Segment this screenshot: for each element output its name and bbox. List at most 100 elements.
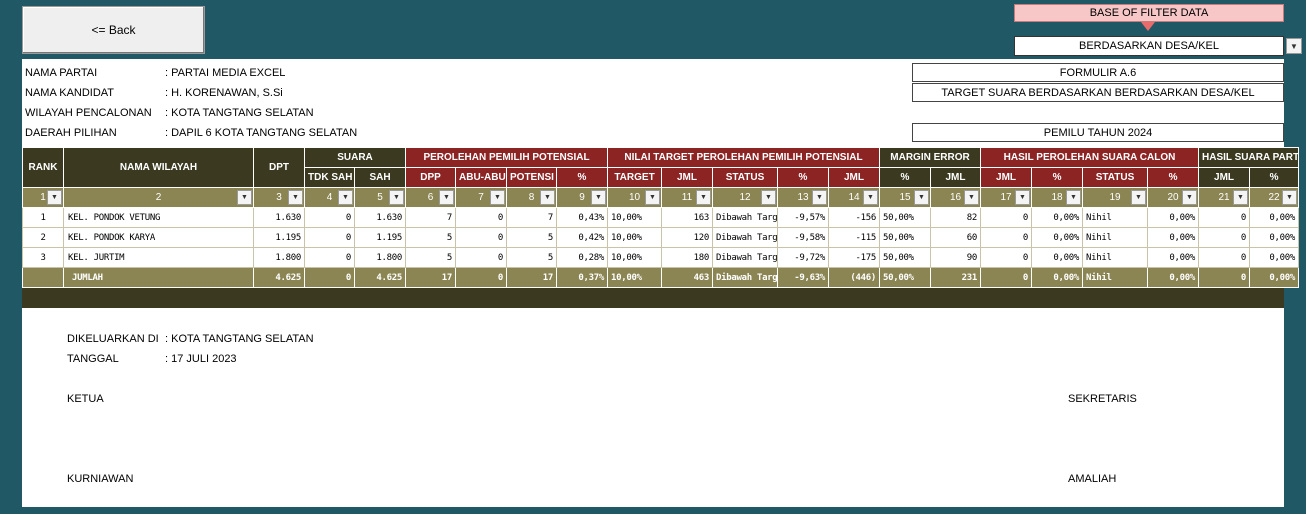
subheader-partai-jml: JML	[1198, 167, 1251, 188]
filter-dropdown-icon[interactable]: ▼	[1233, 190, 1249, 205]
table-row: 3 KEL. JURTIM 1.800 0 1.800 5 0 5 0,28% 10,00% 180…	[22, 247, 1300, 268]
table-cell: Nihil	[1082, 207, 1149, 228]
column-number: 7	[478, 192, 484, 203]
filter-dropdown-icon[interactable]: ▼	[645, 190, 660, 205]
column-number: 3	[276, 192, 282, 203]
filter-dropdown-icon[interactable]: ▼	[863, 190, 878, 205]
info-label-partai: NAMA PARTAI	[25, 67, 98, 79]
table-cell: 180	[661, 247, 713, 268]
table-cell: 0,00%	[1031, 267, 1084, 288]
table-cell: -9,58%	[777, 227, 829, 248]
column-number: 22	[1268, 192, 1280, 203]
column-number: 2	[155, 192, 162, 203]
table-cell: 0	[304, 247, 355, 268]
subheader-target: TARGET	[607, 167, 662, 188]
filter-active-icon[interactable]: ▼	[237, 190, 252, 205]
column-number: 12	[739, 192, 751, 203]
table-cell: 5	[405, 227, 456, 248]
filter-dropdown-icon[interactable]: ▼	[761, 190, 776, 205]
filter-dropdown-icon[interactable]: ▼	[591, 190, 606, 205]
filter-dropdown-icon[interactable]: ▼	[812, 190, 827, 205]
column-number: 5	[377, 192, 383, 203]
column-number-cell: 5 ▼	[354, 187, 406, 208]
table-cell: 5	[506, 247, 557, 268]
filter-dropdown-icon[interactable]: ▼	[696, 190, 711, 205]
table-cell: Dibawah Target	[712, 207, 778, 228]
column-number-cell: 20 ▼	[1147, 187, 1200, 208]
filter-dropdown-icon[interactable]: ▼	[1182, 190, 1198, 205]
subheader-tdk-sah: TDK SAH	[304, 167, 355, 188]
subheader-target-pct: %	[777, 167, 829, 188]
filter-dropdown-icon[interactable]: ▼	[389, 190, 404, 205]
subheader-target-jml: JML	[661, 167, 713, 188]
info-value-wilayah: : KOTA TANGTANG SELATAN	[165, 107, 314, 119]
column-number-cell: 12 ▼	[712, 187, 778, 208]
table-footer-band	[22, 288, 1284, 308]
column-number: 9	[579, 192, 585, 203]
column-number: 6	[427, 192, 434, 203]
table-cell: 0,00%	[1147, 227, 1200, 248]
table-cell: 0,28%	[556, 247, 608, 268]
form-title: FORMULIR A.6	[912, 63, 1284, 82]
back-button[interactable]: <= Back	[22, 6, 205, 54]
filter-dropdown-icon[interactable]: ▼	[1282, 190, 1298, 205]
table-cell: Nihil	[1082, 227, 1149, 248]
table-cell: -9,57%	[777, 207, 829, 228]
header-nilai-target: NILAI TARGET PEROLEHAN PEMILIH POTENSIAL	[607, 147, 880, 168]
filter-dropdown-icon[interactable]: ▼	[338, 190, 353, 205]
table-cell: 5	[405, 247, 456, 268]
table-cell: 0,00%	[1147, 267, 1200, 288]
date-label: TANGGAL	[67, 353, 119, 365]
table-cell: Nihil	[1082, 267, 1149, 288]
filter-dropdown-icon[interactable]: ▼	[1015, 190, 1031, 205]
table-cell: 0,42%	[556, 227, 608, 248]
table-cell: 1.195	[354, 227, 406, 248]
table-cell: 0	[455, 267, 507, 288]
table-cell: -9,72%	[777, 247, 829, 268]
table-cell: KEL. PONDOK KARYA	[63, 227, 254, 248]
subheader-potensi: POTENSI	[506, 167, 557, 188]
table-cell: 0	[304, 207, 355, 228]
column-number-row: 1 ▼ 2 ▼ 3 ▼ 4 ▼ 5 ▼ 6 ▼ 7 ▼ 8 ▼ 9 ▼ 10 ▼ 11 ▼ 12 ▼ 13 ▼ 14 ▼ 15 ▼ 16 ▼ 1…	[22, 187, 1300, 208]
filter-dropdown-icon[interactable]: ▼	[964, 190, 980, 205]
table-row: 2 KEL. PONDOK KARYA 1.195 0 1.195 5 0 5 0,42% 10,…	[22, 227, 1300, 248]
filter-dropdown-icon[interactable]: ▼	[1066, 190, 1082, 205]
column-number: 18	[1051, 192, 1063, 203]
column-number-cell: 18 ▼	[1031, 187, 1084, 208]
table-cell: 0	[304, 227, 355, 248]
column-number-cell: 3 ▼	[253, 187, 305, 208]
issued-label: DIKELUARKAN DI	[67, 333, 159, 345]
table-cell: 17	[506, 267, 557, 288]
table-cell: KEL. PONDOK VETUNG	[63, 207, 254, 228]
table-cell: Dibawah Target	[712, 227, 778, 248]
column-number-cell: 11 ▼	[661, 187, 713, 208]
filter-dropdown-icon[interactable]: ▼	[540, 190, 555, 205]
table-cell: 0	[980, 267, 1033, 288]
filter-dropdown-icon[interactable]: ▼	[439, 190, 454, 205]
table-cell: 0,00%	[1249, 267, 1300, 288]
subheader-partai-pct: %	[1249, 167, 1300, 188]
form-election-year: PEMILU TAHUN 2024	[912, 123, 1284, 142]
table-cell: 1.800	[253, 247, 305, 268]
table-cell: 0	[455, 247, 507, 268]
filter-dropdown-icon[interactable]: ▼	[1131, 190, 1147, 205]
filter-dropdown-icon[interactable]: ▼	[47, 190, 62, 205]
table-cell: 1.195	[253, 227, 305, 248]
subheader-calon-status: STATUS	[1082, 167, 1149, 188]
filter-dropdown-icon[interactable]: ▼	[914, 190, 929, 205]
filter-select[interactable]: BERDASARKAN DESA/KEL	[1014, 36, 1284, 56]
column-number-cell: 2 ▼	[63, 187, 254, 208]
table-cell: 4.625	[354, 267, 406, 288]
info-label-wilayah: WILAYAH PENCALONAN	[25, 107, 152, 119]
subheader-calon-pct: %	[1031, 167, 1084, 188]
chevron-down-icon[interactable]: ▼	[1286, 38, 1302, 54]
signature-name-right: AMALIAH	[1068, 473, 1117, 485]
column-number-cell: 7 ▼	[455, 187, 507, 208]
filter-base-label: BASE OF FILTER DATA	[1014, 4, 1284, 22]
filter-dropdown-icon[interactable]: ▼	[288, 190, 303, 205]
target-table: RANK NAMA WILAYAH DPT SUARA PEROLEHAN PE…	[22, 147, 1300, 288]
subheader-calon-jml: JML	[980, 167, 1033, 188]
filter-dropdown-icon[interactable]: ▼	[490, 190, 505, 205]
subheader-selisih-jml: JML	[828, 167, 880, 188]
table-cell: 1.630	[253, 207, 305, 228]
